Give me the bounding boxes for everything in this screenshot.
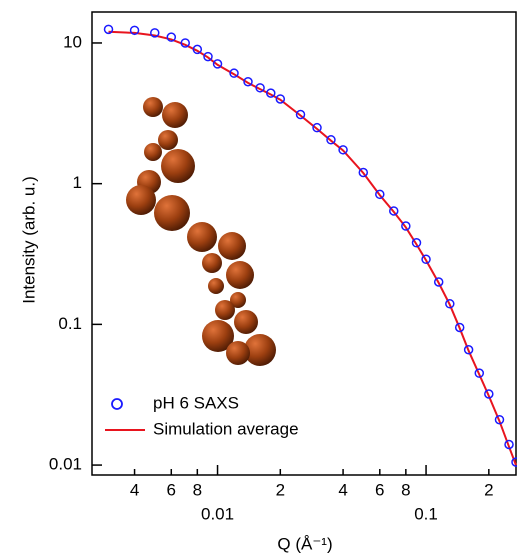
- data-point: [445, 299, 455, 309]
- data-point: [358, 167, 369, 178]
- data-point: [421, 254, 431, 265]
- data-point: [150, 28, 160, 38]
- x-tick-label: 2: [484, 480, 493, 499]
- data-point: [203, 51, 213, 62]
- data-point: [375, 189, 385, 200]
- data-point: [389, 206, 399, 216]
- x-tick-label: 2: [276, 480, 285, 499]
- data-point: [511, 457, 517, 467]
- data-point: [266, 88, 276, 98]
- plot-frame: [91, 11, 517, 476]
- legend-label: Simulation average: [153, 419, 299, 438]
- data-point: [411, 238, 422, 248]
- x-tick-label: 6: [375, 480, 384, 499]
- data-point: [255, 83, 265, 93]
- data-point: [166, 32, 177, 42]
- data-point: [192, 44, 203, 55]
- data-point: [494, 414, 505, 425]
- bead-model: [126, 97, 276, 366]
- data-point: [312, 122, 322, 133]
- data-point: [504, 439, 514, 450]
- data-point: [474, 368, 485, 378]
- data-point: [433, 277, 444, 287]
- data-point: [229, 68, 239, 78]
- data-point: [275, 94, 286, 104]
- simulation-line: [108, 30, 517, 466]
- data-point: [243, 77, 253, 87]
- x-tick-label: 8: [401, 480, 410, 499]
- y-tick-label: 10: [63, 32, 82, 51]
- x-tick-label: 0.1: [414, 504, 438, 523]
- x-tick-label: 4: [130, 480, 139, 499]
- x-tick-label: 8: [193, 480, 202, 499]
- data-point: [129, 25, 140, 36]
- y-tick-label: 0.1: [58, 314, 82, 333]
- data-point: [484, 389, 494, 399]
- x-tick-label: 4: [338, 480, 347, 499]
- data-point: [401, 221, 411, 231]
- data-point: [180, 38, 190, 48]
- legend-label: pH 6 SAXS: [153, 393, 239, 412]
- data-point: [463, 345, 474, 355]
- data-point: [454, 322, 465, 333]
- x-tick-label: 0.01: [201, 504, 234, 523]
- data-point: [295, 109, 306, 120]
- data-point: [326, 135, 336, 145]
- y-axis-title: Intensity (arb. u.): [19, 176, 38, 304]
- y-tick-label: 0.01: [49, 455, 82, 474]
- y-tick-label: 1: [73, 173, 82, 192]
- data-point: [103, 24, 114, 35]
- x-axis-title: Q (Å⁻¹): [277, 534, 332, 553]
- x-tick-label: 6: [167, 480, 176, 499]
- data-point: [338, 145, 348, 155]
- data-point: [212, 59, 223, 69]
- legend-marker: [111, 398, 123, 410]
